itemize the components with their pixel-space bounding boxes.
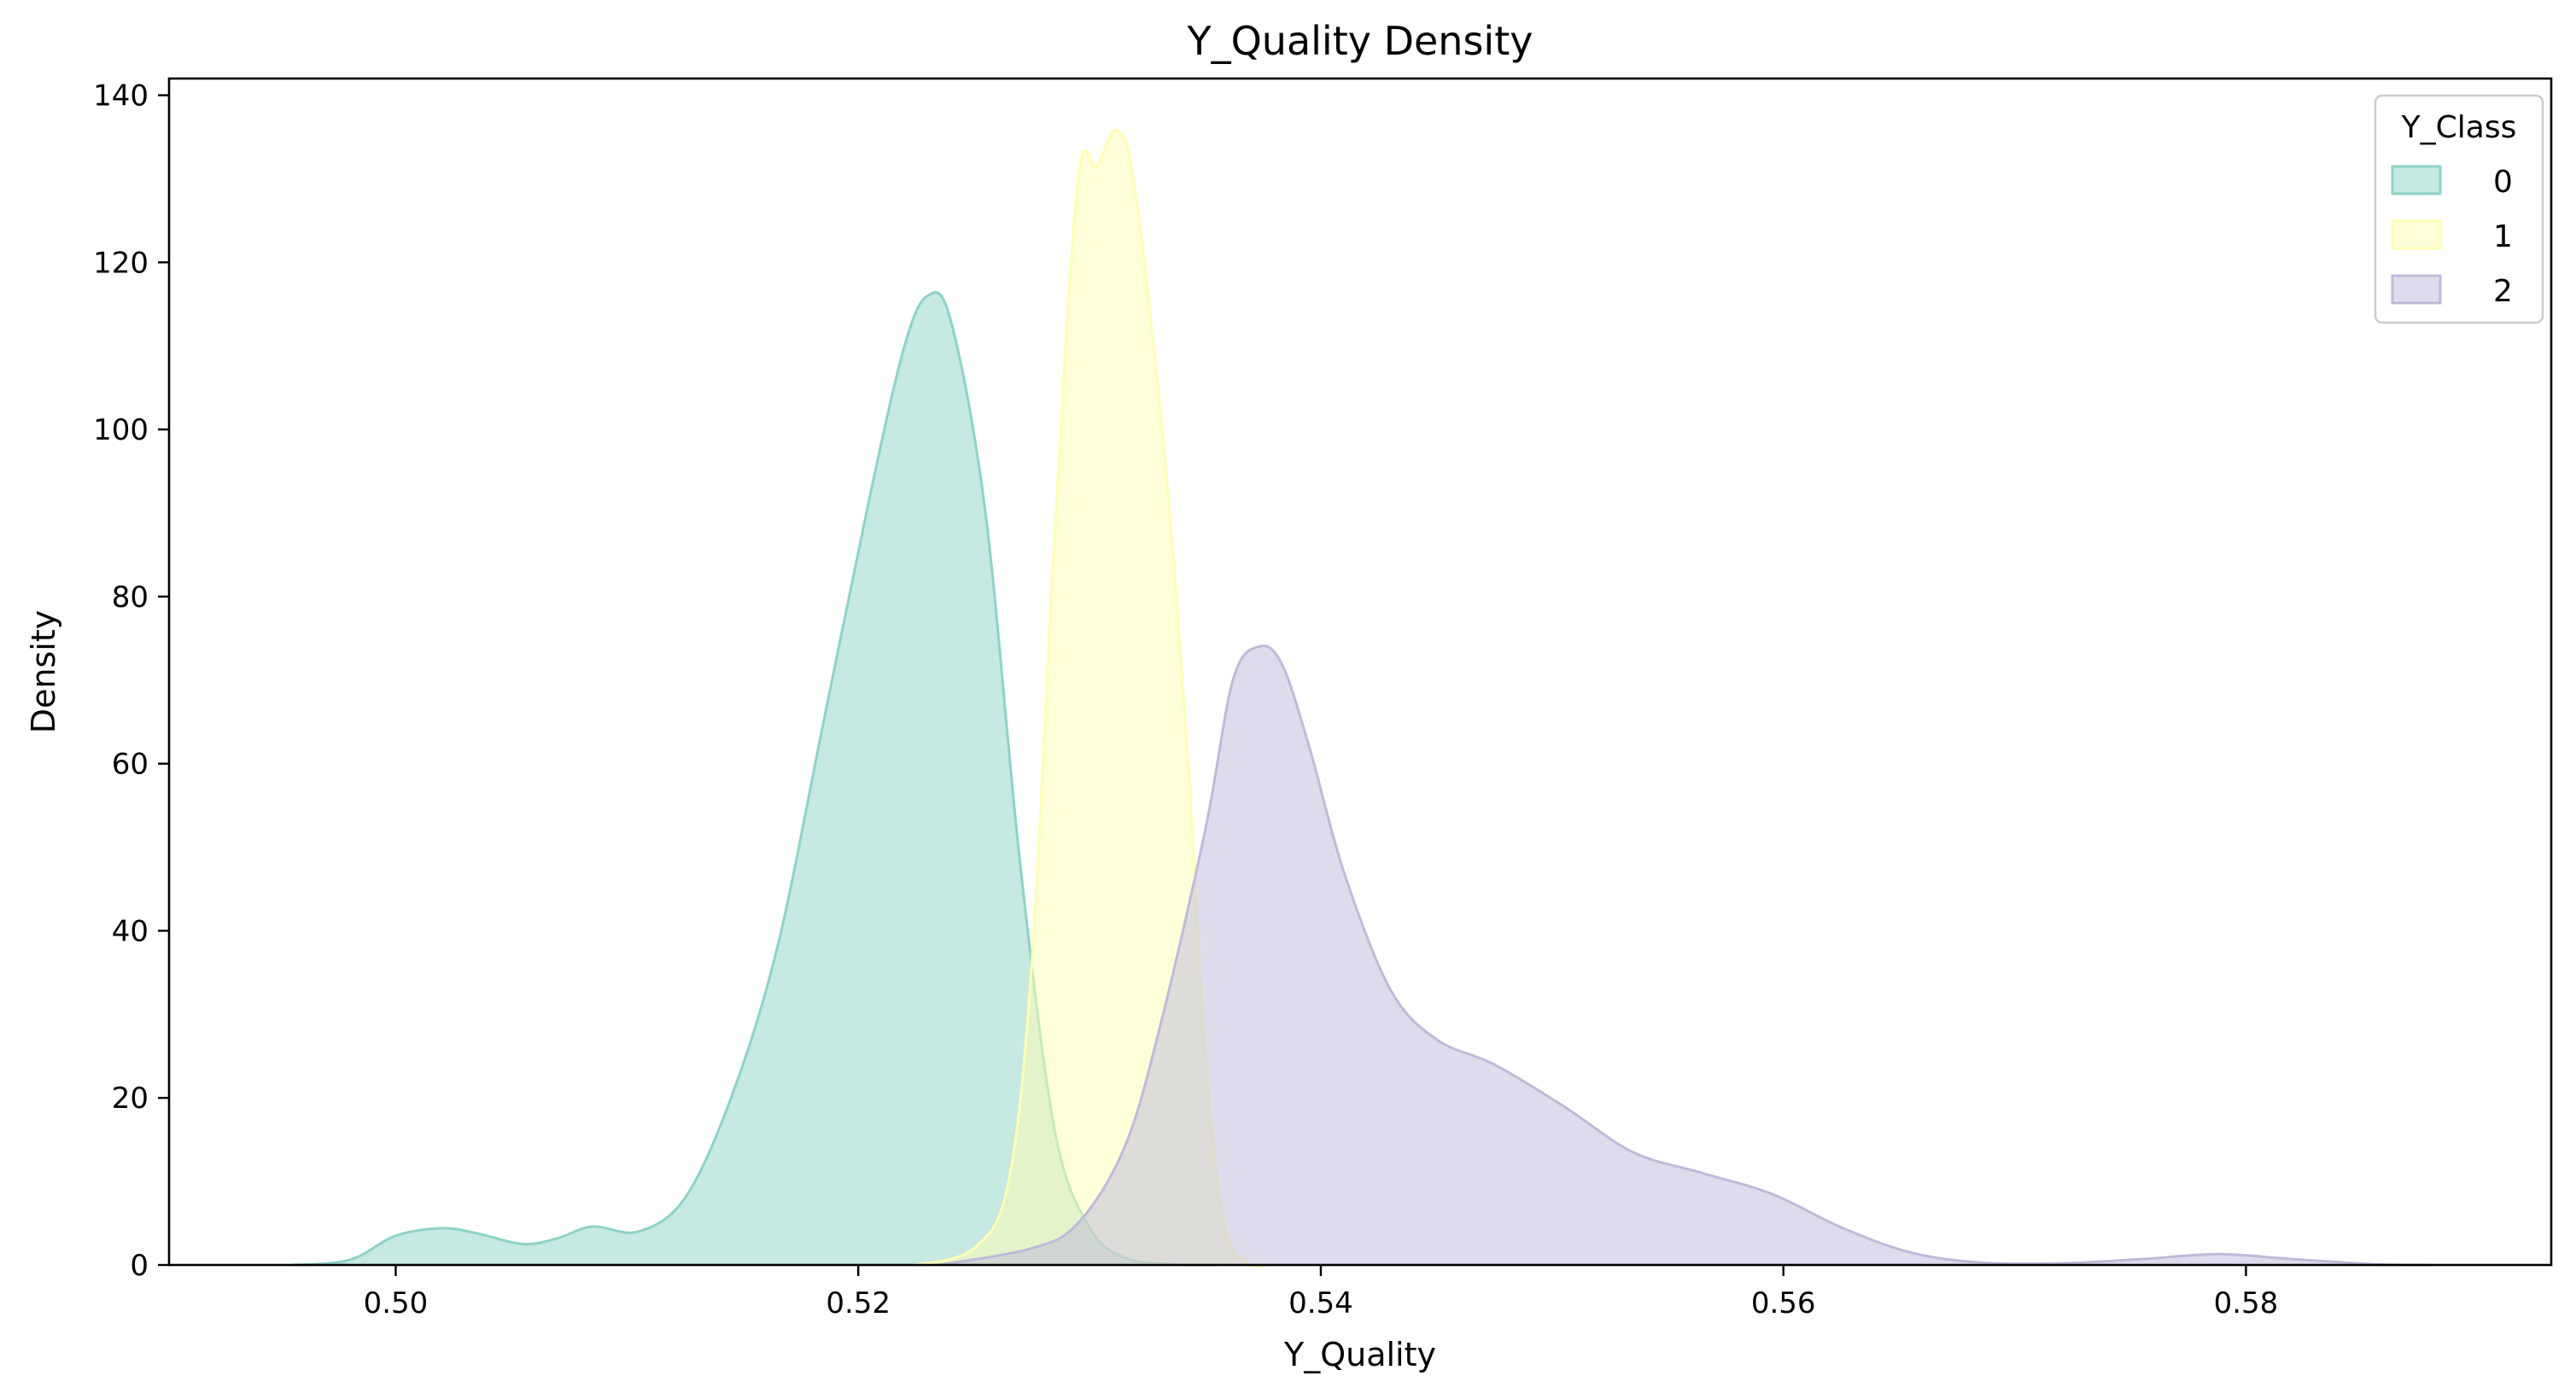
plot-frame bbox=[167, 77, 2553, 1267]
legend-entries: 0 1 2 bbox=[2391, 165, 2513, 309]
y-tick-label: 40 bbox=[112, 914, 149, 948]
y-tick-label: 120 bbox=[93, 246, 149, 280]
x-tick-label: 0.52 bbox=[826, 1286, 891, 1320]
y-axis-label: Density bbox=[25, 610, 62, 733]
plot-area bbox=[167, 77, 2553, 1268]
x-tick-label: 0.50 bbox=[364, 1286, 429, 1320]
y-tick-label: 0 bbox=[130, 1249, 149, 1283]
density-series-group bbox=[291, 128, 2432, 1268]
x-axis: 0.50 0.52 0.54 0.56 0.58 bbox=[364, 1265, 2279, 1320]
density-area-class-0 bbox=[291, 292, 1218, 1266]
y-axis: 0 20 40 60 80 100 120 140 bbox=[93, 79, 169, 1283]
legend: Y_Class 0 1 2 bbox=[2374, 94, 2544, 324]
legend-label-class-2: 2 bbox=[2493, 274, 2513, 309]
legend-swatch-class-2 bbox=[2391, 274, 2442, 305]
y-tick-label: 140 bbox=[93, 79, 149, 114]
y-tick-label: 80 bbox=[112, 580, 149, 615]
density-line-class-2 bbox=[938, 644, 2432, 1267]
chart-title: Y_Quality Density bbox=[1187, 18, 1533, 64]
legend-label-class-0: 0 bbox=[2493, 165, 2513, 200]
x-tick-label: 0.56 bbox=[1751, 1286, 1816, 1320]
y-tick-label: 100 bbox=[93, 413, 149, 447]
legend-frame bbox=[2374, 94, 2544, 324]
density-area-class-2 bbox=[939, 645, 2432, 1265]
y-tick-label: 60 bbox=[112, 748, 149, 782]
legend-label-class-1: 1 bbox=[2493, 219, 2513, 254]
legend-swatch-class-0 bbox=[2391, 165, 2442, 195]
y-tick-label: 20 bbox=[112, 1081, 149, 1116]
x-axis-label: Y_Quality bbox=[1283, 1336, 1436, 1373]
x-tick-label: 0.58 bbox=[2214, 1286, 2279, 1320]
legend-swatch-class-1 bbox=[2391, 219, 2442, 250]
legend-title: Y_Class bbox=[2401, 110, 2517, 145]
x-tick-label: 0.54 bbox=[1288, 1286, 1353, 1320]
